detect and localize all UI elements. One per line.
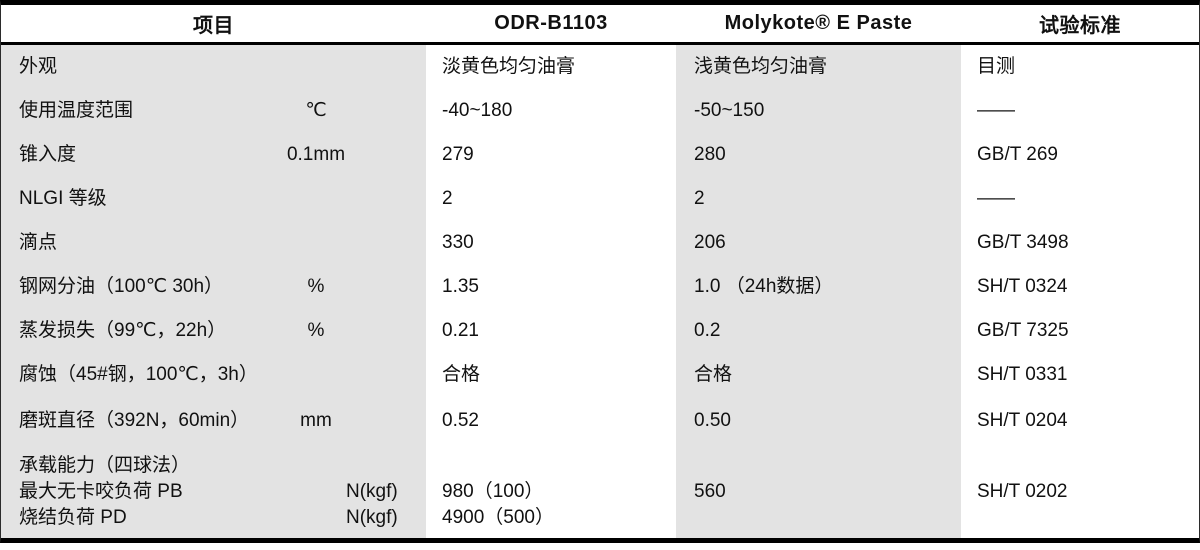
table-row-drop-point: 滴点 330 206 GB/T 3498 (1, 221, 1199, 265)
column-header-standard: 试验标准 (1039, 15, 1121, 37)
item-cell: 腐蚀（45#钢，100℃，3h） (1, 353, 426, 397)
molykote-value: 2 (676, 177, 961, 221)
item-label: 磨斑直径（392N，60min） (19, 410, 250, 432)
standard-value: SH/T 0324 (961, 265, 1199, 309)
standard-value: GB/T 269 (961, 133, 1199, 177)
odr-value-line (442, 453, 676, 479)
item-label-pd-text: 烧结负荷 PD (19, 507, 127, 528)
item-unit: % (307, 320, 325, 342)
item-label: 外观 (19, 56, 58, 78)
standard-value: GB/T 3498 (961, 221, 1199, 265)
item-cell: 磨斑直径（392N，60min） mm (1, 397, 426, 445)
odr-value: 279 (426, 133, 676, 177)
item-label-pb: 最大无卡咬负荷 PB N(kgf) (19, 479, 426, 505)
odr-value: 淡黄色均匀油膏 (426, 45, 676, 89)
odr-value: 2 (426, 177, 676, 221)
molykote-value: 206 (676, 221, 961, 265)
table-header-row: 项目 ODR-B1103 Molykote® E Paste 试验标准 (1, 5, 1199, 45)
standard-value: GB/T 7325 (961, 309, 1199, 353)
item-unit: % (307, 276, 325, 298)
item-cell: 外观 (1, 45, 426, 89)
table-row-nlgi: NLGI 等级 2 2 —— (1, 177, 1199, 221)
odr-value: 980（100） 4900（500） (426, 445, 676, 538)
item-label: 承载能力（四球法） (19, 455, 191, 476)
item-label: 使用温度范围 (19, 100, 134, 122)
odr-value: 合格 (426, 353, 676, 397)
item-label: NLGI 等级 (19, 188, 107, 210)
item-cell: 滴点 (1, 221, 426, 265)
table-row-wear-scar: 磨斑直径（392N，60min） mm 0.52 0.50 SH/T 0204 (1, 397, 1199, 445)
molykote-value: 浅黄色均匀油膏 (676, 45, 961, 89)
item-label: 腐蚀（45#钢，100℃，3h） (19, 364, 258, 386)
standard-value: —— (961, 177, 1199, 221)
odr-value: -40~180 (426, 89, 676, 133)
column-header-odr: ODR-B1103 (494, 12, 608, 34)
table-row-evaporation-loss: 蒸发损失（99℃，22h） % 0.21 0.2 GB/T 7325 (1, 309, 1199, 353)
molykote-value: -50~150 (676, 89, 961, 133)
item-label-pb-text: 最大无卡咬负荷 PB (19, 481, 183, 502)
item-unit: mm (300, 410, 332, 432)
item-cell: 钢网分油（100℃ 30h） % (1, 265, 426, 309)
item-cell: 使用温度范围 ℃ (1, 89, 426, 133)
column-header-molykote: Molykote® E Paste (724, 12, 913, 34)
table-row-penetration: 锥入度 0.1mm 279 280 GB/T 269 (1, 133, 1199, 177)
molykote-value: 0.2 (676, 309, 961, 353)
molykote-value: 0.50 (676, 397, 961, 445)
molykote-value-text: 560 (694, 481, 726, 502)
molykote-value: 280 (676, 133, 961, 177)
table-row-corrosion: 腐蚀（45#钢，100℃，3h） 合格 合格 SH/T 0331 (1, 353, 1199, 397)
item-label: 蒸发损失（99℃，22h） (19, 320, 227, 342)
odr-value-pd: 4900（500） (442, 507, 554, 528)
item-cell: 承载能力（四球法） 最大无卡咬负荷 PB N(kgf) 烧结负荷 PD N(kg… (1, 445, 426, 538)
item-cell: NLGI 等级 (1, 177, 426, 221)
molykote-value: 合格 (676, 353, 961, 397)
odr-value: 1.35 (426, 265, 676, 309)
standard-value: 目测 (961, 45, 1199, 89)
item-unit: ℃ (305, 100, 327, 122)
standard-value-text: SH/T 0202 (977, 481, 1068, 502)
standard-value: SH/T 0331 (961, 353, 1199, 397)
item-unit: N(kgf) (346, 507, 398, 528)
molykote-value: 1.0 （24h数据） (676, 265, 961, 309)
odr-value: 0.21 (426, 309, 676, 353)
odr-value-pb: 980（100） (442, 481, 544, 502)
item-label: 钢网分油（100℃ 30h） (19, 276, 224, 298)
odr-value: 330 (426, 221, 676, 265)
table-row-load-capacity: 承载能力（四球法） 最大无卡咬负荷 PB N(kgf) 烧结负荷 PD N(kg… (1, 445, 1199, 538)
standard-value: —— (961, 89, 1199, 133)
item-label-pd: 烧结负荷 PD N(kgf) (19, 505, 426, 531)
table-row-appearance: 外观 淡黄色均匀油膏 浅黄色均匀油膏 目测 (1, 45, 1199, 89)
standard-value: SH/T 0204 (961, 397, 1199, 445)
item-unit: N(kgf) (346, 481, 398, 502)
column-header-item: 项目 (193, 15, 234, 37)
item-cell: 蒸发损失（99℃，22h） % (1, 309, 426, 353)
table-row-temp-range: 使用温度范围 ℃ -40~180 -50~150 —— (1, 89, 1199, 133)
odr-value: 0.52 (426, 397, 676, 445)
item-unit: 0.1mm (286, 144, 346, 166)
molykote-value: 560 (676, 445, 961, 538)
item-label: 滴点 (19, 232, 58, 254)
table-row-oil-separation: 钢网分油（100℃ 30h） % 1.35 1.0 （24h数据） SH/T 0… (1, 265, 1199, 309)
standard-value: SH/T 0202 (961, 445, 1199, 538)
item-cell: 锥入度 0.1mm (1, 133, 426, 177)
item-label: 锥入度 (19, 144, 77, 166)
